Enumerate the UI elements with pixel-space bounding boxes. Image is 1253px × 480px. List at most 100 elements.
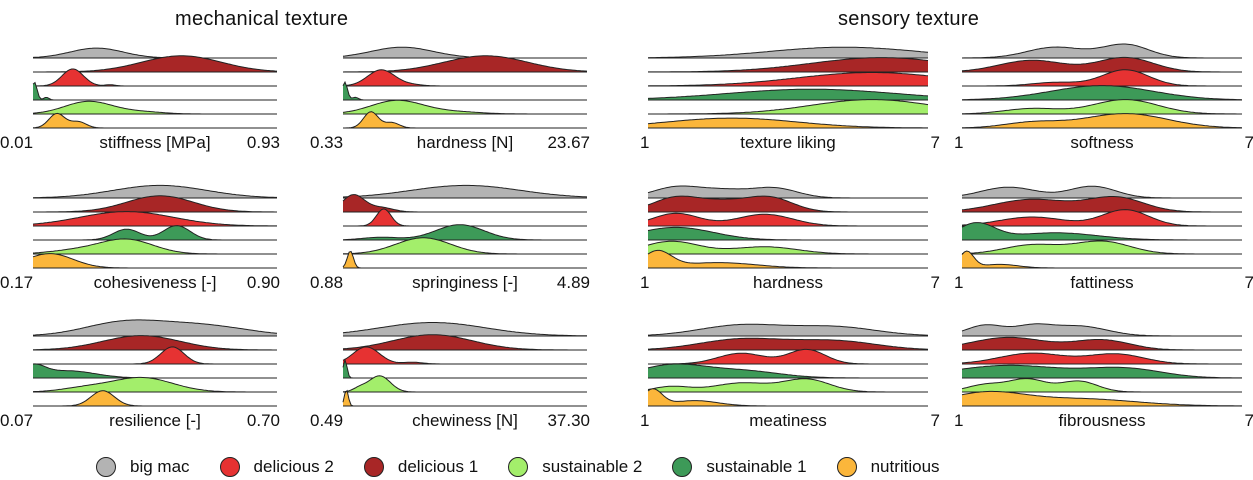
ridge-area-sustainable-2 [343, 100, 587, 114]
legend-item-sustainable-1: sustainable 1 [672, 457, 807, 477]
axis-min-label: 0.17 [0, 273, 34, 292]
ridge-outline-delicious-1 [33, 195, 277, 213]
section-title-sensory: sensory texture [838, 8, 980, 30]
axis-title-label: cohesiveness [-] [93, 273, 217, 292]
axis-title-label: fattiness [1070, 273, 1134, 292]
ridge-area-delicious-1 [962, 196, 1242, 212]
ridge-area-delicious-1 [33, 195, 277, 212]
legend-swatch [508, 457, 529, 477]
ridge-area-big-mac [962, 44, 1242, 58]
panel-texture-liking [647, 46, 929, 129]
ridge-area-delicious-1 [33, 55, 277, 72]
axis-title-label: softness [1070, 133, 1134, 152]
legend-label: delicious 2 [253, 457, 334, 476]
ridge-area-sustainable-1 [962, 85, 1242, 100]
ridge-area-big-mac [648, 186, 928, 198]
legend-label: big mac [130, 457, 190, 476]
axis-min-label: 0.01 [0, 133, 34, 152]
ridge-area-delicious-2 [343, 346, 587, 364]
axis-title-label: hardness [N] [416, 133, 514, 152]
ridge-area-big-mac [343, 185, 587, 198]
ridge-outline-big-mac [342, 322, 587, 337]
ridge-area-sustainable-2 [33, 238, 277, 254]
ridge-area-big-mac [343, 322, 587, 336]
ridge-outline-big-mac [647, 46, 929, 59]
legend-item-big-mac: big mac [96, 457, 190, 477]
ridge-area-big-mac [962, 323, 1242, 336]
ridge-area-delicious-2 [962, 353, 1242, 364]
panel-hardness [647, 185, 928, 269]
axis-min-label: 1 [640, 133, 650, 152]
legend-swatch [96, 457, 116, 477]
ridge-area-delicious-2 [648, 349, 928, 364]
ridge-area-big-mac [33, 48, 277, 58]
axis-max-label: 0.90 [246, 273, 280, 292]
legend-label: nutritious [870, 457, 940, 476]
ridge-area-delicious-2 [33, 69, 277, 86]
ridge-area-sustainable-1 [962, 365, 1242, 378]
ridge-area-sustainable-1 [343, 224, 587, 240]
ridge-area-big-mac [648, 47, 928, 58]
ridge-outline-delicious-2 [647, 72, 929, 87]
axis-min-label: 0.33 [310, 133, 344, 152]
axis-max-label: 7 [930, 133, 940, 152]
ridge-area-sustainable-1 [33, 363, 277, 378]
ridge-area-delicious-1 [648, 196, 928, 212]
panel-stiffness-mpa [32, 47, 278, 129]
ridge-area-nutritious [648, 250, 928, 268]
axis-title-label: texture liking [740, 133, 836, 152]
axis-min-label: 1 [954, 273, 964, 292]
ridge-area-sustainable-2 [648, 378, 928, 392]
ridge-area-delicious-2 [343, 69, 587, 86]
ridge-area-sustainable-2 [33, 101, 277, 114]
ridge-outline-sustainable-1 [961, 364, 1242, 379]
ridge-area-big-mac [343, 47, 587, 58]
legend-label: sustainable 1 [706, 457, 807, 476]
axis-min-label: 1 [640, 273, 650, 292]
ridge-outline-sustainable-1 [647, 88, 929, 99]
axis-title-label: resilience [-] [109, 411, 201, 430]
panel-resilience [32, 319, 278, 407]
axis-max-label: 37.30 [547, 411, 590, 430]
ridge-outline-nutritious [647, 117, 928, 129]
axis-max-label: 7 [1244, 133, 1253, 152]
ridge-outline-delicious-2 [32, 211, 277, 227]
ridge-area-sustainable-2 [648, 99, 928, 114]
ridge-outline-nutritious [33, 390, 277, 407]
legend-swatch [363, 457, 384, 477]
axis-title-label: stiffness [MPa] [99, 133, 211, 152]
ridge-area-big-mac [962, 186, 1242, 198]
panel-hardness-n [342, 46, 588, 129]
axis-max-label: 0.70 [246, 411, 280, 430]
ridge-area-delicious-1 [343, 334, 587, 350]
ridge-area-delicious-1 [33, 335, 277, 350]
axis-title-label: chewiness [N] [412, 411, 518, 430]
ridge-area-delicious-1 [343, 194, 587, 212]
ridge-area-sustainable-2 [648, 241, 928, 254]
panel-fibrousness [961, 323, 1242, 407]
legend-label: delicious 1 [397, 457, 479, 476]
legend-item-sustainable-2: sustainable 2 [508, 457, 642, 477]
panel-softness [961, 43, 1243, 129]
ridge-outline-sustainable-1 [961, 85, 1243, 101]
ridge-outline-big-mac [342, 184, 588, 198]
ridge-area-sustainable-2 [33, 377, 277, 392]
ridge-area-sustainable-1 [648, 227, 928, 240]
axis-title-label: hardness [753, 273, 823, 292]
ridge-area-sustainable-2 [962, 241, 1242, 254]
panel-meatiness [647, 323, 929, 407]
axis-min-label: 0.49 [310, 411, 344, 430]
axis-max-label: 7 [930, 273, 940, 292]
legend-swatch [219, 457, 240, 477]
axis-title-label: fibrousness [1058, 411, 1146, 430]
panel-fattiness [961, 185, 1242, 269]
ridge-outline-nutritious [961, 390, 1242, 407]
ridge-outline-delicious-1 [33, 335, 277, 351]
ridge-area-big-mac [648, 324, 928, 336]
ridge-area-nutritious [33, 253, 277, 268]
ridge-area-nutritious [648, 118, 928, 128]
ridge-area-nutritious [33, 390, 277, 406]
legend-item-delicious-2: delicious 2 [219, 457, 334, 477]
legend-label: sustainable 2 [542, 457, 643, 476]
